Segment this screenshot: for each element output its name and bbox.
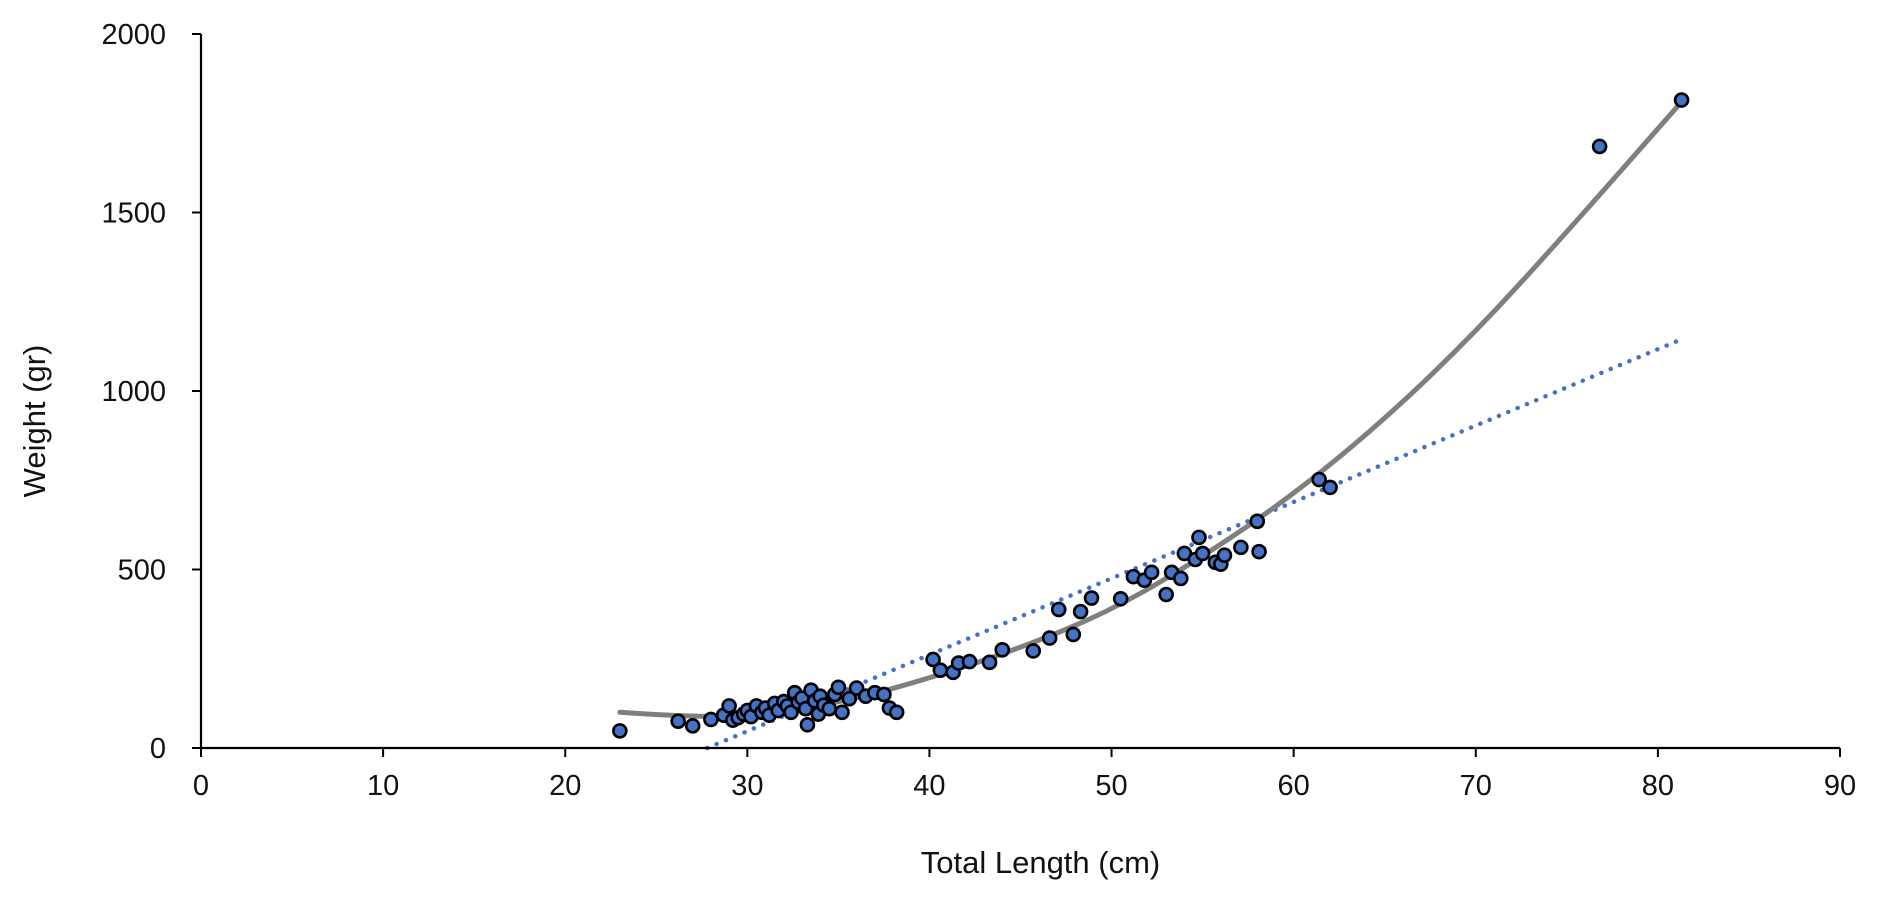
data-point [876, 686, 892, 703]
data-point [821, 700, 838, 717]
data-point [799, 716, 816, 733]
y-ticks-layer: 0 500 1000 1500 2000 [101, 19, 201, 765]
x-tick-label: 20 [549, 770, 581, 802]
data-point [1025, 643, 1042, 659]
data-point [1072, 603, 1089, 620]
data-point [1112, 590, 1129, 607]
x-tick-label: 90 [1824, 770, 1856, 802]
x-ticks-layer: 0 10 20 30 40 50 60 70 80 90 [193, 748, 1856, 802]
y-tick-label: 500 [118, 555, 166, 587]
data-point [834, 704, 850, 721]
x-tick-label: 50 [1095, 770, 1127, 802]
data-point [612, 723, 628, 739]
y-axis-title: Weight (gr) [17, 345, 52, 498]
data-point [1591, 138, 1608, 155]
x-axis-title: Total Length (cm) [921, 845, 1161, 880]
data-point [830, 679, 847, 696]
data-point [1311, 471, 1327, 488]
x-tick-label: 70 [1460, 770, 1492, 802]
data-point [1083, 590, 1100, 606]
data-point [1673, 92, 1690, 108]
data-point [1172, 570, 1189, 587]
data-point [932, 662, 949, 678]
polynomial-trendline [617, 99, 1685, 719]
data-point [1233, 539, 1249, 556]
data-point [994, 642, 1011, 658]
y-tick-label: 1000 [101, 376, 166, 408]
data-point [888, 704, 905, 721]
x-tick-label: 80 [1642, 770, 1674, 802]
x-tick-label: 40 [913, 770, 945, 802]
data-point [1251, 543, 1267, 560]
data-point [1191, 529, 1207, 546]
data-points-layer [612, 92, 1690, 739]
data-point [925, 651, 941, 668]
x-tick-label: 10 [367, 770, 399, 802]
data-point [961, 653, 978, 670]
data-point [1249, 513, 1266, 530]
data-point [1216, 547, 1233, 564]
data-point [670, 713, 686, 730]
data-point [1065, 626, 1082, 643]
y-tick-label: 2000 [101, 19, 166, 51]
data-point [721, 698, 737, 714]
data-point [783, 704, 799, 721]
x-tick-label: 60 [1278, 770, 1310, 802]
data-point [703, 711, 719, 728]
x-tick-label: 0 [193, 770, 209, 802]
data-point [841, 690, 858, 707]
x-tick-label: 30 [731, 770, 763, 802]
data-point [1194, 545, 1211, 562]
data-point [1158, 586, 1174, 603]
data-point [684, 718, 701, 734]
data-point [1041, 630, 1058, 646]
y-tick-label: 0 [150, 733, 166, 765]
data-point [981, 654, 998, 671]
linear-trendline [705, 336, 1684, 751]
polynomial-trendline-layer [617, 99, 1685, 719]
data-point [1050, 601, 1067, 618]
data-point [1322, 479, 1338, 496]
linear-trendline-layer [705, 336, 1684, 751]
data-point [1143, 564, 1160, 581]
y-tick-label: 1500 [101, 198, 166, 230]
